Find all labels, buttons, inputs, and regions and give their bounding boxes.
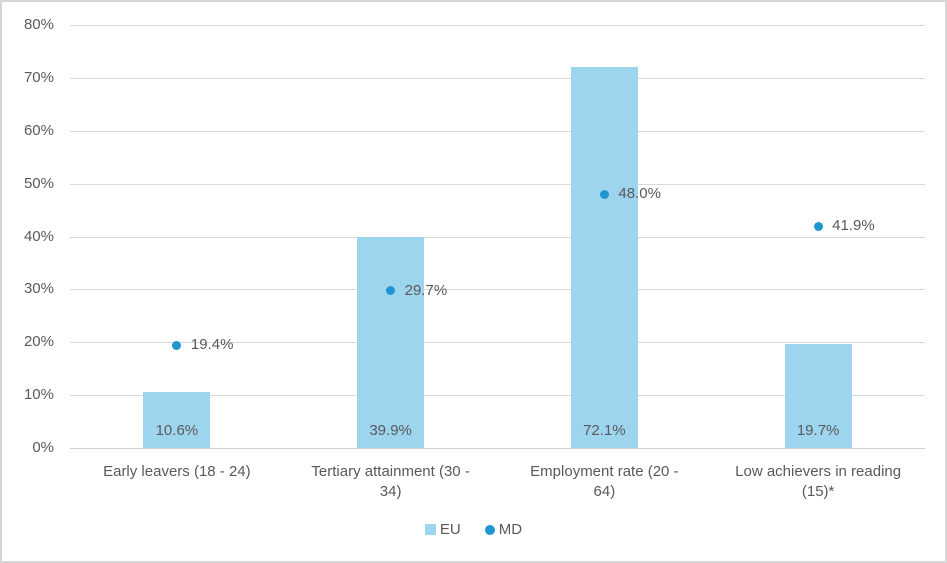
eu-bar [784, 343, 852, 448]
y-axis-tick-label: 10% [23, 386, 54, 404]
eu-bar-value-label: 19.7% [796, 422, 840, 439]
y-axis-tick-label: 60% [23, 121, 54, 139]
eu-bar-value-label: 72.1% [583, 422, 626, 439]
x-axis-category-label: Low achievers in reading (15)* [735, 463, 902, 500]
x-axis-category-label: Tertiary attainment (30 - 34) [311, 463, 470, 500]
y-axis-tick-label: 20% [23, 333, 54, 351]
eu-bar [143, 391, 211, 448]
gridline [70, 25, 925, 26]
gridline [70, 236, 925, 238]
legend-md-label: MD [498, 521, 523, 538]
y-axis-tick-label: 30% [23, 280, 54, 298]
md-point [386, 286, 396, 296]
chart-legend: EU MD [2, 521, 945, 538]
gridline [70, 183, 925, 185]
md-point-value-label: 19.4% [190, 336, 234, 354]
eu-bar [570, 66, 638, 448]
y-axis-tick-label: 0% [32, 439, 54, 456]
legend-eu-swatch-icon [424, 524, 436, 535]
md-point-value-label: 29.7% [404, 281, 448, 299]
legend-item-md: MD [484, 521, 523, 538]
gridline [70, 342, 925, 344]
eu-bar-value-label: 39.9% [369, 422, 412, 439]
legend-item-eu: EU [424, 521, 461, 538]
eu-bar [357, 237, 425, 448]
md-point [599, 189, 609, 199]
eu-bar-value-label: 10.6% [155, 422, 199, 439]
y-axis-tick-label: 80% [23, 16, 54, 33]
x-axis-category-label: Employment rate (20 - 64) [530, 463, 679, 500]
y-axis-tick-label: 40% [23, 227, 54, 245]
legend-eu-label: EU [439, 521, 461, 538]
gridline [70, 289, 925, 291]
md-point [813, 221, 823, 231]
md-point [172, 340, 182, 350]
x-axis-category-label: Early leavers (18 - 24) [103, 463, 251, 480]
y-axis-tick-label: 50% [23, 174, 54, 192]
y-axis-tick-label: 70% [23, 68, 54, 86]
md-point-value-label: 48.0% [618, 185, 661, 203]
gridline [70, 130, 925, 132]
legend-md-dot-icon [484, 524, 495, 535]
gridline [70, 448, 925, 449]
gridline [70, 395, 925, 397]
gridline [70, 77, 925, 79]
md-point-value-label: 41.9% [832, 217, 875, 235]
